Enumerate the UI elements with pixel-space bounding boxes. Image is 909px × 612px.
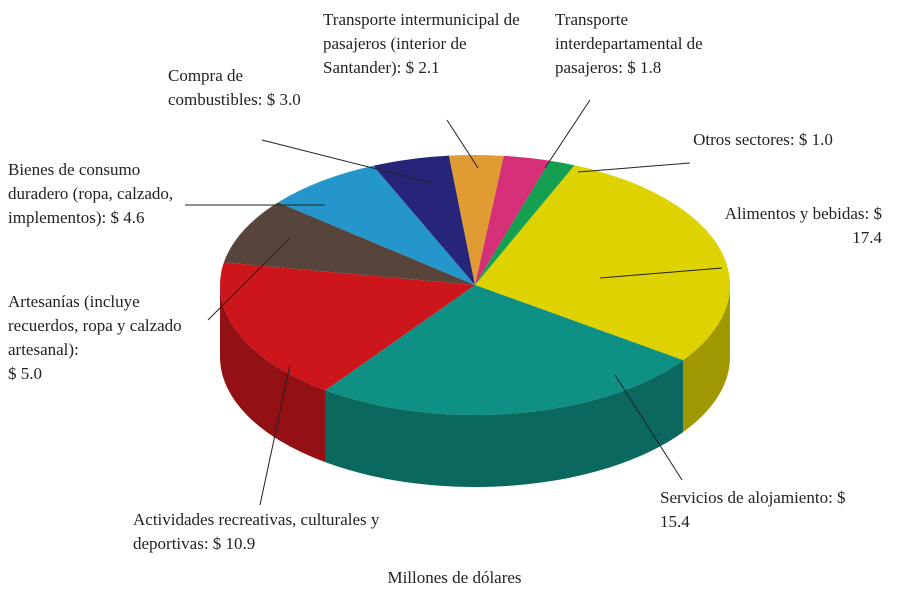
value-label: $ 3.0 <box>266 90 301 109</box>
value-label: $ 4.6 <box>110 208 145 227</box>
leader-line <box>599 267 723 279</box>
leader-line <box>577 162 691 173</box>
value-label: $ 10.9 <box>212 534 256 553</box>
value-label: $ 1.8 <box>627 58 662 77</box>
category-label: Transporte intermunicipal de pasajeros (… <box>323 10 520 77</box>
category-label: Artesanías (incluye recuerdos, ropa y ca… <box>8 292 182 359</box>
slice-label: Otros sectores: $ 1.0 <box>688 128 838 152</box>
slice-label: Transporte intermunicipal de pasajeros (… <box>323 8 523 80</box>
slice <box>278 165 475 285</box>
category-label: Servicios de alojamiento: <box>660 488 833 507</box>
category-label: Bienes de consumo duradero (ropa, calzad… <box>8 160 174 227</box>
slice-label: Actividades recreativas, culturales y de… <box>133 508 443 556</box>
slice <box>223 202 475 285</box>
slice-side <box>325 360 684 488</box>
slice-label: Bienes de consumo duradero (ropa, calzad… <box>8 158 184 230</box>
slice <box>448 155 504 285</box>
value-label: $ 1.0 <box>798 130 833 149</box>
category-label: Compra de combustibles: <box>168 66 263 109</box>
leader-line <box>446 119 479 169</box>
slice-label: Servicios de alojamiento: $ 15.4 <box>660 486 860 534</box>
caption: Millones de dólares <box>387 568 522 587</box>
slice-side <box>220 285 326 463</box>
leader-line <box>544 99 591 169</box>
category-label: Actividades recreativas, culturales y de… <box>133 510 380 553</box>
slice <box>373 155 475 285</box>
leader-line <box>261 139 433 184</box>
leader-line <box>614 374 683 481</box>
slice <box>325 285 684 416</box>
leader-line <box>259 364 291 506</box>
value-label: $ 17.4 <box>852 204 882 247</box>
value-label: $ 5.0 <box>8 364 42 383</box>
category-label: Transporte interdepartamental de pasajer… <box>555 10 703 77</box>
value-label: $ 2.1 <box>405 58 440 77</box>
slice-label: Compra de combustibles: $ 3.0 <box>168 64 308 112</box>
slice <box>475 160 575 285</box>
slice <box>220 262 475 391</box>
slice-label: Transporte interdepartamental de pasajer… <box>555 8 740 80</box>
value-label: $ 15.4 <box>660 488 846 531</box>
slice-label: Alimentos y bebidas: $ 17.4 <box>722 202 882 250</box>
leader-line <box>207 237 291 321</box>
slice-label: Artesanías (incluye recuerdos, ropa y ca… <box>8 290 208 386</box>
slice-side <box>683 285 730 433</box>
slice <box>475 155 550 285</box>
category-label: Otros sectores: <box>693 130 795 149</box>
category-label: Alimentos y bebidas: <box>724 204 870 223</box>
slice <box>475 165 730 361</box>
